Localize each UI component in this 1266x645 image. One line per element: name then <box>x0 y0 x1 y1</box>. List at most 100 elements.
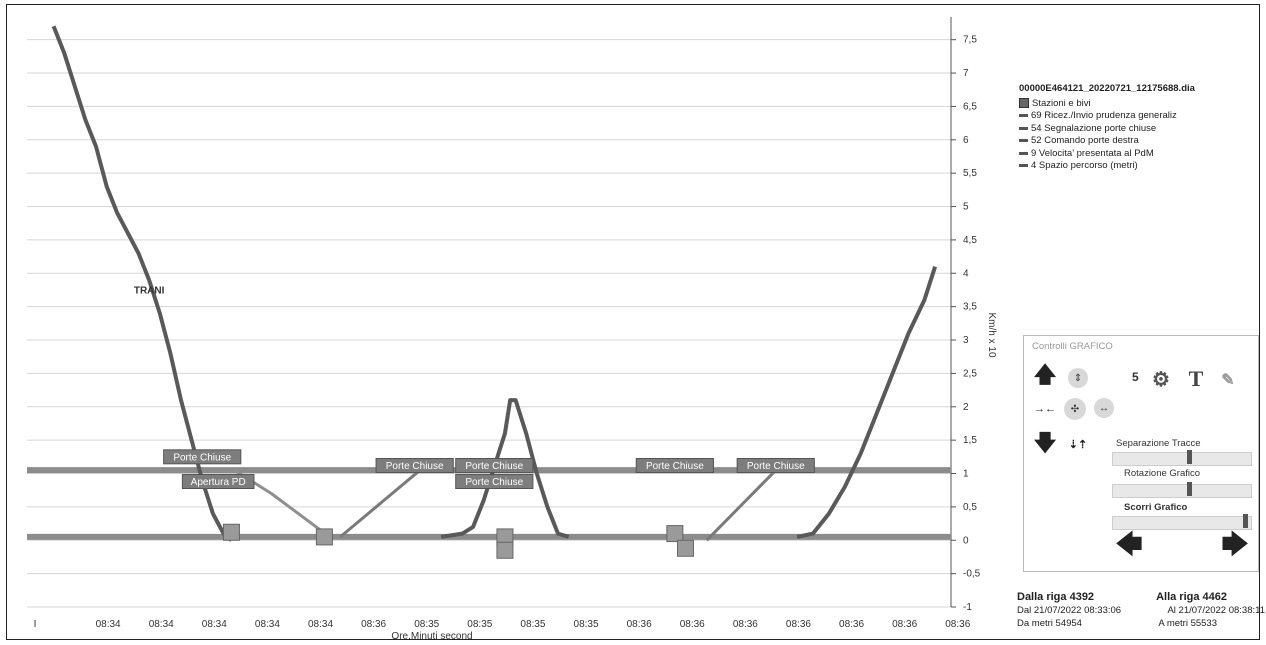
compress-vertical-icon[interactable]: ⇣⇡ <box>1068 438 1088 451</box>
legend-item: Stazioni e bivi <box>1019 97 1259 110</box>
y-tick-label: 3 <box>963 335 969 346</box>
annotation-label: Porte Chiuse <box>646 461 704 472</box>
x-axis-label: Ore.Minuti second <box>391 631 472 641</box>
y-tick-label: 1,5 <box>963 435 977 446</box>
legend-label: 52 Comando porte destra <box>1031 135 1139 147</box>
scroll-right-arrow-icon[interactable]: 🡆 <box>1221 529 1249 559</box>
scorri-grafico-thumb[interactable] <box>1242 514 1248 528</box>
move-up-arrow-icon[interactable]: 🡅 <box>1033 362 1057 387</box>
legend: 00000E464121_20220721_12175688.dia Stazi… <box>1019 83 1259 172</box>
scorri-grafico-slider[interactable] <box>1112 514 1252 530</box>
from-date: Dal 21/07/2022 08:33:06 <box>1017 605 1122 616</box>
x-tick-label: 08:36 <box>733 619 758 630</box>
expand-vertical-icon[interactable]: ⇕ <box>1068 368 1088 388</box>
station-marker <box>666 525 684 543</box>
y-tick-label: 4 <box>963 268 969 279</box>
legend-item: 69 Ricez./Invio prudenza generaliz <box>1019 110 1259 123</box>
rotazione-grafico-slider[interactable] <box>1112 482 1252 498</box>
legend-item: 54 Segnalazione porte chiuse <box>1019 122 1259 135</box>
x-tick-label: 08:34 <box>255 619 280 630</box>
y-tick-label: -0,5 <box>963 569 981 580</box>
legend-item: 9 Velocita' presentata al PdM <box>1019 147 1259 160</box>
y-tick-label: 6 <box>963 135 969 146</box>
move-down-arrow-icon[interactable]: 🡇 <box>1033 430 1057 455</box>
legend-swatch <box>1019 139 1028 143</box>
annotation-label: Porte Chiuse <box>386 461 444 472</box>
chart-controls-panel: Controlli GRAFICO 🡅 ⇕ 5 ⚙ T ✎ →← ✣ ↔ 🡇 ⇣… <box>1023 335 1259 572</box>
annotation-label: Porte Chiuse <box>465 477 523 488</box>
series-line <box>339 469 421 539</box>
rotazione-grafico-label: Rotazione Grafico <box>1124 468 1201 479</box>
x-tick-label: 08:36 <box>839 619 864 630</box>
annotation-label: Apertura PD <box>191 477 246 488</box>
annotation-label: Porte Chiuse <box>747 461 805 472</box>
annotation-label: Porte Chiuse <box>465 461 523 472</box>
chart-options-icon[interactable]: ✎ <box>1221 372 1235 389</box>
x-tick-label: 08:35 <box>414 619 439 630</box>
x-tick-label: 08:35 <box>467 619 492 630</box>
annotation-box <box>635 458 714 474</box>
legend-item: 52 Comando porte destra <box>1019 135 1259 148</box>
x-tick-label: 08:36 <box>786 619 811 630</box>
series-line <box>796 265 938 539</box>
legend-label: 54 Segnalazione porte chiuse <box>1031 122 1157 134</box>
legend-swatch <box>1019 98 1029 109</box>
chart-frame: 7,5 7 6,5 6 5,5 5 4,5 4 3,5 3 2,5 2 1,5 1 0,5 0 -0,5 -1 Km… <box>6 4 1265 641</box>
legend-item: 4 Spazio percorso (metri) <box>1019 160 1259 173</box>
x-tick-label: 08:36 <box>680 619 705 630</box>
x-tick-label: 08:36 <box>627 619 652 630</box>
legend-label: 4 Spazio percorso (metri) <box>1031 160 1138 172</box>
y-tick-label: 4,5 <box>963 235 977 246</box>
x-tick-label: I <box>34 619 37 630</box>
y-tick-label: 7,5 <box>963 35 977 46</box>
x-tick-label: 08:34 <box>96 619 121 630</box>
annotation-box <box>455 474 534 490</box>
legend-swatch <box>1019 114 1028 118</box>
legend-label: 9 Velocita' presentata al PdM <box>1031 147 1154 159</box>
separazione-tracce-label: Separazione Tracce <box>1116 438 1201 449</box>
legend-swatch <box>1019 126 1028 130</box>
station-label: TRANI <box>134 285 165 296</box>
x-tick-label: 08:34 <box>202 619 227 630</box>
expand-horizontal-icon[interactable]: ↔ <box>1094 398 1114 418</box>
station-marker <box>676 539 694 557</box>
text-icon[interactable]: T <box>1188 366 1204 391</box>
legend-swatch <box>1019 164 1028 168</box>
x-tick-label: 08:36 <box>945 619 970 630</box>
x-tick-label: 08:36 <box>892 619 917 630</box>
station-marker <box>315 528 333 546</box>
series-line <box>440 398 570 539</box>
to-row: Alla riga 4462 <box>1156 591 1227 603</box>
annotation-label: Porte Chiuse <box>173 452 231 463</box>
x-tick-label: 08:34 <box>308 619 333 630</box>
scroll-left-arrow-icon[interactable]: 🡄 <box>1115 529 1143 559</box>
controls-title: Controlli GRAFICO <box>1032 341 1113 352</box>
compress-horizontal-icon[interactable]: →← <box>1034 403 1056 415</box>
refresh-gear-icon[interactable]: ⚙ <box>1152 368 1170 391</box>
rotazione-grafico-thumb[interactable] <box>1186 482 1192 496</box>
collapse-all-icon[interactable]: ✣ <box>1064 398 1086 420</box>
station-marker <box>496 541 514 559</box>
y-tick-label: 6,5 <box>963 101 977 112</box>
zoom-value: 5 <box>1132 370 1139 384</box>
y-tick-label: 0,5 <box>963 502 977 513</box>
y-axis-label: Km/h x 10 <box>986 312 997 357</box>
separazione-tracce-thumb[interactable] <box>1186 450 1192 464</box>
x-tick-label: 08:34 <box>149 619 174 630</box>
annotation-box <box>736 458 815 474</box>
y-tick-label: 5 <box>963 202 969 213</box>
separazione-tracce-slider[interactable] <box>1112 450 1252 466</box>
y-tick-label: -1 <box>963 602 972 613</box>
to-metres: A metri 55533 <box>1158 618 1217 629</box>
x-tick-label: 08:36 <box>361 619 386 630</box>
annotation-box <box>163 449 242 465</box>
y-tick-label: 0 <box>963 535 969 546</box>
y-tick-label: 2 <box>963 402 969 413</box>
y-tick-label: 2,5 <box>963 368 977 379</box>
scorri-grafico-label: Scorri Grafico <box>1124 502 1188 513</box>
y-tick-label: 5,5 <box>963 168 977 179</box>
from-row: Dalla riga 4392 <box>1017 591 1095 603</box>
annotation-box <box>375 458 454 474</box>
y-tick-label: 3,5 <box>963 302 977 313</box>
plot-area: 7,5 7 6,5 6 5,5 5 4,5 4 3,5 3 2,5 2 1,5 1 0,5 0 -0,5 -1 Km… <box>27 17 997 641</box>
